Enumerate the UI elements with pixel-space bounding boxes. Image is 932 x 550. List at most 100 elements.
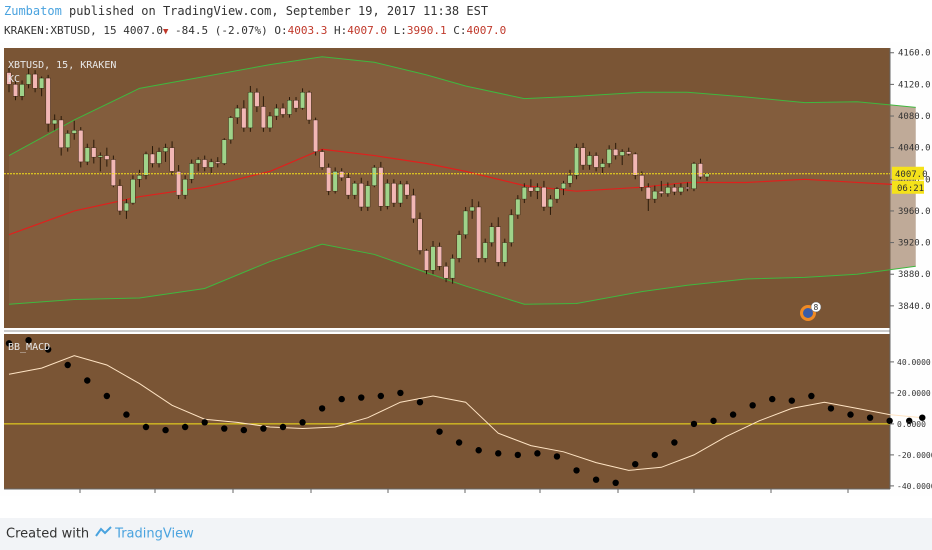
macd-dot: [749, 402, 756, 409]
macd-tick-label: 20.0000: [897, 389, 931, 398]
candle-body: [182, 179, 188, 196]
candle-body: [143, 153, 149, 176]
candle-body: [189, 163, 195, 180]
last-price-label: 4007.0: [895, 170, 928, 180]
macd-dot: [729, 411, 737, 418]
footer-bar: Created with TradingView: [0, 518, 932, 550]
candle-body: [489, 226, 495, 243]
macd-dot: [827, 405, 835, 412]
candle-body: [541, 187, 547, 208]
candle-body: [391, 183, 397, 204]
macd-dot: [632, 461, 639, 468]
macd-signal-line: [8, 355, 923, 471]
candle-body: [45, 77, 51, 125]
candle-body: [378, 167, 384, 207]
candle-body: [430, 246, 436, 271]
candle-body: [547, 198, 553, 208]
price-tick-label: 3880.0: [898, 270, 931, 280]
candle-body: [58, 119, 64, 148]
candle-body: [561, 183, 566, 189]
keltner-band-fill: [9, 56, 916, 305]
published-text: published on TradingView.com, September …: [69, 4, 489, 18]
candle-body: [241, 107, 247, 129]
candle-body: [65, 133, 71, 148]
candle-body: [326, 167, 332, 192]
candle-body: [300, 92, 306, 109]
symbol-label: KRAKEN:XBTUSD, 15: [4, 24, 117, 37]
candle-body: [228, 117, 234, 140]
author-link[interactable]: Zumbatom: [4, 4, 62, 18]
macd-dot: [553, 453, 561, 460]
candle-body: [52, 119, 58, 125]
macd-dot: [651, 451, 659, 459]
price-tick-label: 4080.0: [898, 112, 931, 122]
candle-body: [384, 183, 390, 207]
countdown-box: [892, 180, 924, 194]
candle-body: [665, 187, 671, 194]
chart-svg[interactable]: 3840.0 3880.0 3920.0 3960.0 4000.0 4040.0 4080…: [0, 42, 932, 496]
macd-dot: [240, 426, 248, 434]
macd-dot: [866, 414, 874, 421]
candle-body: [39, 77, 45, 89]
candle-body: [365, 185, 371, 208]
candle-body: [110, 159, 116, 186]
candle-body: [123, 202, 129, 212]
macd-tick-label: -20.0000: [897, 451, 932, 460]
candle-body: [463, 210, 469, 235]
candle-body: [397, 183, 403, 204]
candle-body: [13, 84, 19, 97]
price-tick-label: 3920.0: [898, 239, 931, 249]
low-value: 3990.1: [406, 24, 447, 37]
macd-dot: [808, 392, 815, 400]
candle-body: [71, 130, 77, 134]
candle-body: [273, 107, 279, 117]
macd-dot: [299, 419, 306, 426]
macd-dot: [397, 389, 404, 397]
tradingview-logo-icon: [95, 526, 113, 542]
macd-dot: [514, 451, 522, 459]
macd-dot: [788, 397, 796, 404]
macd-tick-label: 40.0000: [897, 358, 931, 367]
candle-body: [247, 92, 253, 129]
candle-body: [450, 258, 456, 279]
candle-body: [684, 187, 690, 189]
close-label: C:: [453, 24, 467, 37]
macd-dot: [123, 411, 130, 418]
macd-dot: [475, 447, 482, 454]
candle-body: [332, 171, 338, 192]
candle-body: [502, 242, 508, 263]
candle-body: [482, 242, 488, 259]
macd-dot: [201, 419, 208, 426]
candle-body: [287, 100, 292, 115]
macd-legend: BB_MACD: [8, 342, 50, 353]
macd-dot: [318, 405, 326, 412]
candle-body: [221, 139, 227, 164]
candle-body: [136, 175, 142, 180]
candle-body: [306, 92, 312, 121]
down-arrow-icon: ▼: [162, 27, 169, 37]
macd-dot: [690, 420, 698, 428]
macd-dot: [919, 414, 926, 421]
candle-body: [117, 185, 123, 212]
macd-dot: [162, 426, 169, 434]
macd-dot: [847, 411, 854, 418]
candle-body: [6, 72, 12, 85]
candle-body: [84, 147, 90, 163]
candle-body: [293, 100, 299, 109]
low-label: L:: [393, 24, 407, 37]
price-tick-label: 4120.0: [898, 80, 931, 90]
chart-area[interactable]: 3840.0 3880.0 3920.0 3960.0 4000.0 4040.0 4080…: [0, 42, 932, 496]
candle-body: [104, 155, 110, 160]
tradingview-brand-link[interactable]: TradingView: [115, 526, 194, 542]
candle-body: [345, 177, 351, 196]
macd-dot: [769, 395, 776, 403]
candle-body: [437, 246, 443, 267]
macd-dot: [416, 399, 424, 406]
candle-body: [567, 175, 573, 184]
last-price-box: [892, 166, 924, 180]
ohlc-line: KRAKEN:XBTUSD, 15 4007.0▼ -84.5 (-2.07%)…: [4, 24, 506, 37]
candle-body: [697, 163, 703, 178]
high-value: 4007.0: [347, 24, 387, 37]
candle-body: [443, 266, 449, 279]
macd-dot: [84, 377, 91, 384]
